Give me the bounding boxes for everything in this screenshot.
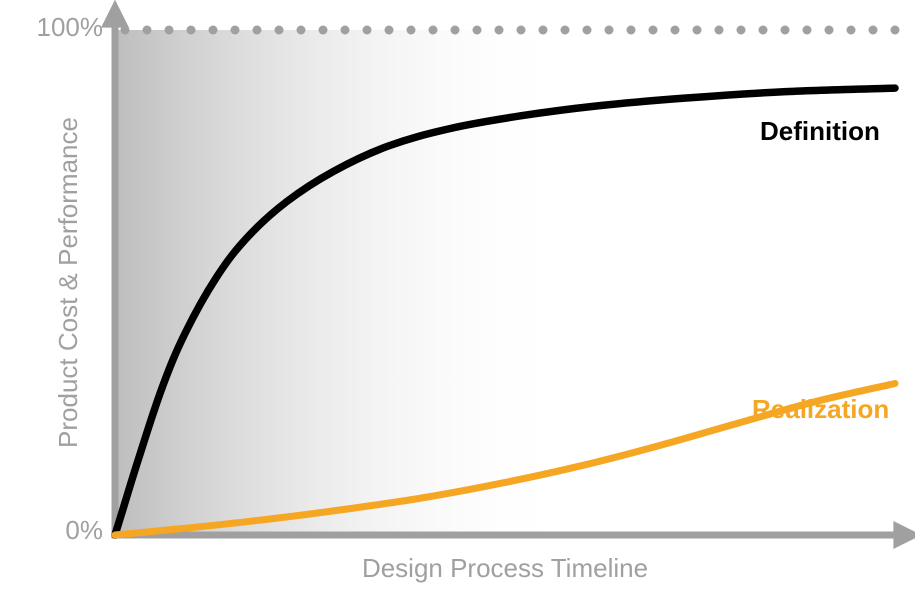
series-label-realization: Realization (752, 394, 889, 424)
plot-gradient-bg (115, 30, 895, 535)
chart-svg: 0% 100% Design Process Timeline Product … (0, 0, 915, 611)
y-axis-label: Product Cost & Performance (53, 117, 83, 448)
series-label-definition: Definition (760, 116, 880, 146)
y-tick-0: 0% (65, 515, 103, 545)
chart-container: 0% 100% Design Process Timeline Product … (0, 0, 915, 611)
x-axis-label: Design Process Timeline (362, 553, 648, 583)
y-tick-100: 100% (37, 12, 104, 42)
